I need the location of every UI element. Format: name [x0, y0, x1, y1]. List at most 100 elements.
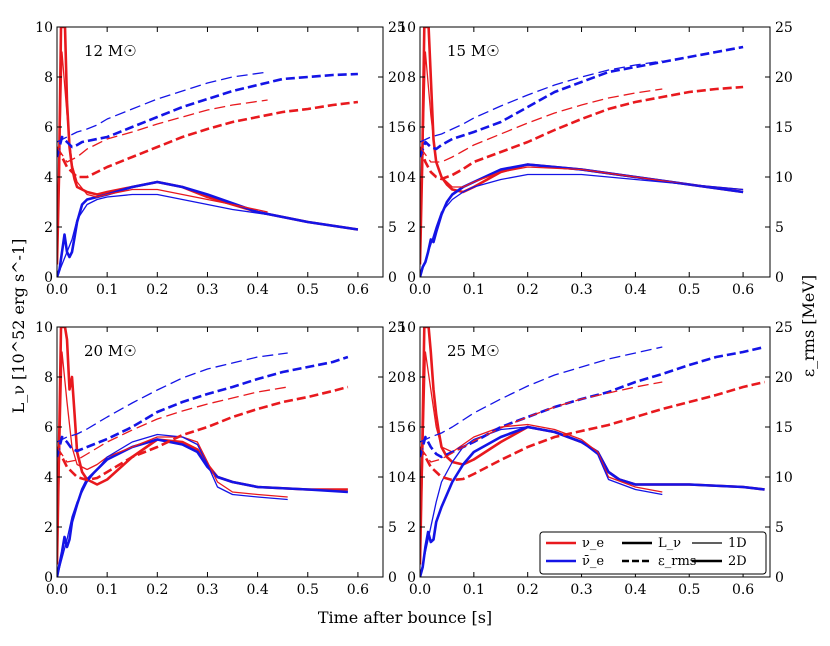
- y-tick-label-right: 25: [775, 20, 793, 36]
- right-y-axis-label: ε_rms [MeV]: [799, 275, 818, 377]
- series-line-2-5: [420, 85, 744, 181]
- series-line-4-2: [420, 425, 765, 577]
- series-line-4-8: [420, 346, 663, 443]
- x-tick-label: 0.6: [732, 582, 754, 598]
- series-line-4-4: [420, 426, 663, 577]
- y-tick-label-right: 0: [775, 270, 784, 286]
- y-tick-label-left: 4: [407, 170, 416, 186]
- x-tick-label: 0.1: [463, 282, 485, 298]
- y-tick-label-left: 8: [407, 70, 416, 86]
- series-line-3-2: [57, 438, 348, 577]
- x-tick-label: 0.5: [297, 582, 319, 598]
- y-tick-label-left: 0: [44, 570, 53, 586]
- series-line-1-4: [57, 193, 268, 277]
- y-tick-label-right: 10: [388, 170, 406, 186]
- x-tick-label: 0.0: [46, 582, 68, 598]
- panel-label: 12 M☉: [84, 42, 137, 60]
- x-tick-label: 0.1: [96, 282, 118, 298]
- series-line-2-8: [420, 60, 663, 143]
- y-tick-label-left: 2: [44, 520, 53, 536]
- plot-frame: [56, 26, 384, 278]
- y-tick-label-right: 15: [388, 420, 406, 436]
- x-tick-label: 0.4: [246, 582, 268, 598]
- x-tick-label: 0.5: [678, 282, 700, 298]
- y-tick-label-left: 6: [407, 420, 416, 436]
- panel-4: 0.0 0.1 0.2 0.3 0.4 0.5 0.6 0 2 4 6 8 10 0 5 10 15 20 25 25…: [398, 320, 793, 598]
- y-tick-label-left: 2: [44, 220, 53, 236]
- y-tick-label-left: 0: [407, 270, 416, 286]
- series-line-2-4: [420, 173, 744, 277]
- y-tick-label-right: 5: [388, 220, 397, 236]
- y-tick-label-right: 0: [775, 570, 784, 586]
- series-line-1-1: [57, 27, 359, 265]
- series-line-4-6: [420, 345, 765, 459]
- x-tick-label: 0.2: [146, 582, 168, 598]
- y-tick-label-right: 15: [775, 420, 793, 436]
- x-tick-label: 0.4: [246, 282, 268, 298]
- series-line-4-3: [420, 351, 663, 565]
- x-tick-label: 0.0: [46, 282, 68, 298]
- y-tick-label-left: 10: [35, 20, 53, 36]
- plot-frame: [419, 26, 771, 278]
- x-tick-label: 0.0: [409, 282, 431, 298]
- panel-label: 20 M☉: [84, 342, 137, 360]
- legend-label: 2D: [728, 554, 747, 569]
- y-tick-label-right: 5: [775, 220, 784, 236]
- panel-label: 15 M☉: [447, 42, 500, 60]
- y-tick-label-left: 4: [407, 470, 416, 486]
- x-tick-label: 0.3: [570, 582, 592, 598]
- y-tick-label-right: 10: [775, 170, 793, 186]
- y-tick-label-right: 5: [388, 520, 397, 536]
- y-tick-label-left: 6: [407, 120, 416, 136]
- legend-label: ν_e: [582, 536, 604, 551]
- series-line-2-2: [420, 163, 744, 277]
- x-tick-label: 0.6: [347, 582, 369, 598]
- x-tick-label: 0.2: [146, 282, 168, 298]
- y-tick-label-left: 0: [407, 570, 416, 586]
- y-tick-label-left: 6: [44, 420, 53, 436]
- x-tick-label: 0.2: [517, 282, 539, 298]
- series-line-4-5: [420, 380, 765, 482]
- x-tick-label: 0.1: [96, 582, 118, 598]
- series-line-3-6: [57, 355, 349, 458]
- y-tick-label-right: 15: [388, 120, 406, 136]
- y-tick-label-right: 20: [388, 70, 406, 86]
- x-tick-label: 0.0: [409, 582, 431, 598]
- y-tick-label-right: 25: [388, 320, 406, 336]
- panel-label: 25 M☉: [447, 342, 500, 360]
- y-tick-label-left: 10: [35, 320, 53, 336]
- panel-2: 0.0 0.1 0.2 0.3 0.4 0.5 0.6 0 2 4 6 8 10 0 5 10 15 20 25 15…: [398, 20, 793, 298]
- series-line-3-5: [57, 385, 349, 482]
- series-line-4-1: [420, 327, 765, 565]
- plot-frame: [419, 326, 771, 578]
- x-tick-label: 0.3: [570, 282, 592, 298]
- panel-3: 0.0 0.1 0.2 0.3 0.4 0.5 0.6 0 2 4 6 8 10 0 5 10 15 20 25 20…: [35, 320, 406, 598]
- x-tick-label: 0.5: [297, 282, 319, 298]
- series-line-1-7: [57, 99, 268, 163]
- series-line-4-7: [420, 381, 663, 463]
- legend-label: ν̄_e: [582, 554, 604, 569]
- y-tick-label-left: 6: [44, 120, 53, 136]
- series-line-2-3: [420, 51, 744, 265]
- x-tick-label: 0.6: [732, 282, 754, 298]
- y-tick-label-right: 10: [388, 470, 406, 486]
- x-tick-label: 0.2: [517, 582, 539, 598]
- x-tick-label: 0.4: [624, 282, 646, 298]
- x-tick-label: 0.3: [196, 282, 218, 298]
- y-tick-label-right: 15: [775, 120, 793, 136]
- x-tick-label: 0.5: [678, 582, 700, 598]
- legend-label: ε_rms: [658, 554, 696, 569]
- x-axis-label: Time after bounce [s]: [318, 608, 492, 627]
- y-tick-label-left: 4: [44, 170, 53, 186]
- x-tick-label: 0.1: [463, 582, 485, 598]
- panel-1: 0.0 0.1 0.2 0.3 0.4 0.5 0.6 0 2 4 6 8 10 0 5 10 15 20 25 12…: [35, 20, 406, 298]
- series-line-1-5: [57, 100, 359, 179]
- y-tick-label-right: 10: [775, 470, 793, 486]
- series-line-3-7: [57, 386, 288, 463]
- y-tick-label-left: 8: [44, 370, 53, 386]
- series-line-2-1: [420, 27, 744, 265]
- series-line-3-8: [57, 352, 288, 443]
- series-line-3-3: [57, 351, 288, 565]
- series-line-3-4: [57, 433, 288, 577]
